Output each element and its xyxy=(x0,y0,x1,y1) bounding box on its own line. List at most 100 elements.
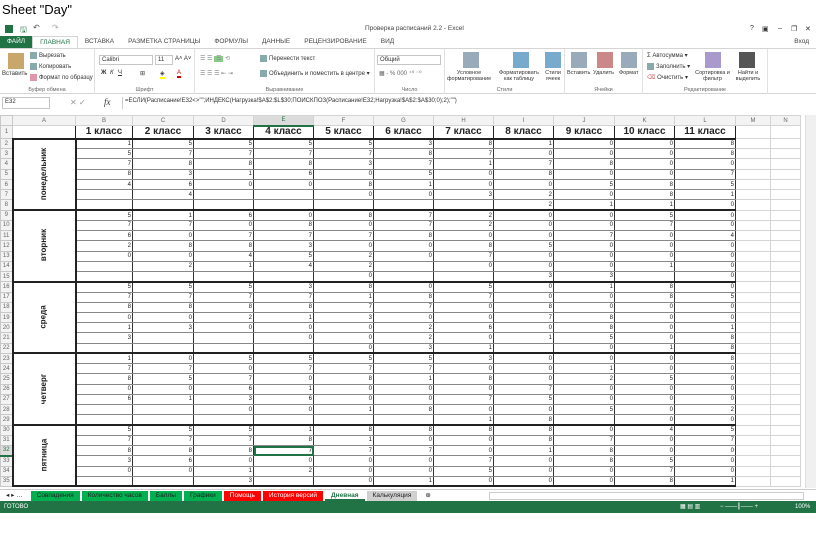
cell-I20[interactable]: 0 xyxy=(493,322,554,334)
cell-C25[interactable]: 5 xyxy=(132,373,194,385)
cell-D11[interactable]: 7 xyxy=(193,230,254,242)
empty-cell[interactable] xyxy=(735,260,771,273)
cell-F6[interactable]: 8 xyxy=(313,178,374,191)
cell-I17[interactable]: 0 xyxy=(493,291,554,303)
cell-I6[interactable]: 0 xyxy=(493,178,554,191)
cell-C24[interactable]: 7 xyxy=(132,363,194,375)
delete-cells-button[interactable]: Удалить xyxy=(593,70,614,76)
empty-cell[interactable] xyxy=(770,455,801,467)
cell-E29[interactable] xyxy=(253,414,314,427)
cell-E12[interactable]: 3 xyxy=(253,240,314,252)
row-header[interactable]: 6 xyxy=(0,178,13,191)
cell-J9[interactable]: 0 xyxy=(553,209,615,221)
row-header[interactable]: 32 xyxy=(0,445,13,457)
cell-B19[interactable]: 0 xyxy=(75,311,133,324)
class-header[interactable]: 6 класс xyxy=(373,125,434,139)
cell-J14[interactable]: 0 xyxy=(553,260,615,273)
cell-K6[interactable]: 8 xyxy=(614,178,675,191)
cell-E30[interactable]: 1 xyxy=(253,424,314,436)
cell-G30[interactable]: 8 xyxy=(373,424,434,436)
cell-K8[interactable]: 1 xyxy=(614,199,675,212)
empty-cell[interactable] xyxy=(770,424,801,436)
cell-C4[interactable]: 8 xyxy=(132,158,194,170)
day-label-cell[interactable]: пятница xyxy=(11,424,77,488)
column-header-H[interactable]: H xyxy=(433,115,494,126)
cell-G4[interactable]: 7 xyxy=(373,158,434,170)
cell-F28[interactable]: 1 xyxy=(313,404,374,416)
empty-cell[interactable] xyxy=(735,383,771,395)
cell-L25[interactable]: 0 xyxy=(674,373,736,385)
view-normal-icon[interactable]: ▦ ▤ ▥ xyxy=(680,504,701,510)
cell-J35[interactable]: 0 xyxy=(553,475,615,488)
cell-D5[interactable]: 1 xyxy=(193,168,254,180)
empty-cell[interactable] xyxy=(735,158,771,170)
cell-F22[interactable]: 0 xyxy=(313,342,374,355)
cell-B25[interactable]: 8 xyxy=(75,373,133,385)
cell-D19[interactable]: 2 xyxy=(193,311,254,324)
cell-G5[interactable]: 5 xyxy=(373,168,434,180)
empty-cell[interactable] xyxy=(770,383,801,395)
empty-cell[interactable] xyxy=(735,352,771,365)
fill-color-icon[interactable]: ◈ xyxy=(160,71,165,79)
vertical-scrollbar[interactable] xyxy=(805,115,816,488)
cell-D31[interactable]: 7 xyxy=(193,434,254,447)
number-format-select[interactable]: Общий xyxy=(377,55,441,65)
minimize-button[interactable]: – xyxy=(778,25,782,32)
tab-formulas[interactable]: ФОРМУЛЫ xyxy=(214,38,249,45)
cell-G35[interactable]: 1 xyxy=(373,475,434,488)
cell-H12[interactable]: 8 xyxy=(433,240,494,252)
cell-J8[interactable]: 1 xyxy=(553,199,615,212)
cell-L23[interactable]: 8 xyxy=(674,352,736,365)
conditional-format-button[interactable]: Условное форматирование xyxy=(447,70,492,82)
cell-G22[interactable]: 3 xyxy=(373,342,434,355)
tab-data[interactable]: ДАННЫЕ xyxy=(262,38,291,45)
cell-H8[interactable] xyxy=(433,199,494,212)
cell-E13[interactable]: 5 xyxy=(253,250,314,262)
sheet-tab[interactable]: Баллы xyxy=(149,490,182,501)
cell-F5[interactable]: 0 xyxy=(313,168,374,180)
save-icon[interactable]: 🖫 xyxy=(20,25,27,34)
class-header[interactable]: 10 класс xyxy=(614,125,675,139)
empty-cell[interactable] xyxy=(770,332,801,344)
cell-K31[interactable]: 0 xyxy=(614,434,675,447)
cell-F16[interactable]: 8 xyxy=(313,280,374,293)
cell-E8[interactable] xyxy=(253,199,314,212)
cell-L33[interactable]: 0 xyxy=(674,455,736,467)
cell-H6[interactable]: 0 xyxy=(433,178,494,191)
cell-H3[interactable]: 7 xyxy=(433,148,494,160)
cell-E28[interactable]: 0 xyxy=(253,404,314,416)
row-header[interactable]: 13 xyxy=(0,250,13,262)
wrap-text-button[interactable]: Перенести текст xyxy=(260,55,315,62)
font-size-select[interactable]: 11 xyxy=(155,55,173,65)
cell-C22[interactable] xyxy=(132,342,194,355)
cell-C27[interactable]: 1 xyxy=(132,393,194,406)
empty-cell[interactable] xyxy=(770,291,801,303)
cell-B23[interactable]: 1 xyxy=(75,352,133,365)
class-header[interactable]: 11 класс xyxy=(674,125,736,139)
cell-C23[interactable]: 0 xyxy=(132,352,194,365)
row-header[interactable]: 16 xyxy=(0,281,13,293)
cell-K28[interactable]: 0 xyxy=(614,404,675,416)
cell-E26[interactable]: 1 xyxy=(253,383,314,395)
cell-C26[interactable]: 0 xyxy=(132,383,194,395)
cell-E31[interactable]: 8 xyxy=(253,434,314,447)
autosum-button[interactable]: Σ Автосумма ▾ xyxy=(647,53,688,59)
cell-I18[interactable]: 8 xyxy=(493,301,554,313)
cell-K21[interactable]: 0 xyxy=(614,332,675,344)
row-header[interactable]: 21 xyxy=(0,332,13,344)
column-header-M[interactable]: M xyxy=(735,115,771,126)
cell-H14[interactable]: 0 xyxy=(433,260,494,273)
cell-D25[interactable]: 7 xyxy=(193,373,254,385)
cell-F21[interactable]: 0 xyxy=(313,332,374,344)
cell-I19[interactable]: 7 xyxy=(493,311,554,324)
cell-J22[interactable]: 0 xyxy=(553,342,615,355)
cell-B34[interactable]: 0 xyxy=(75,465,133,477)
cell-D27[interactable]: 3 xyxy=(193,393,254,406)
empty-cell[interactable] xyxy=(735,414,771,426)
cell-J18[interactable]: 0 xyxy=(553,301,615,313)
cell-C29[interactable] xyxy=(132,414,194,427)
cell-C11[interactable]: 0 xyxy=(132,230,194,242)
cell-D30[interactable]: 5 xyxy=(193,424,254,436)
cell-H22[interactable]: 1 xyxy=(433,342,494,355)
cell-D35[interactable]: 3 xyxy=(193,475,254,488)
